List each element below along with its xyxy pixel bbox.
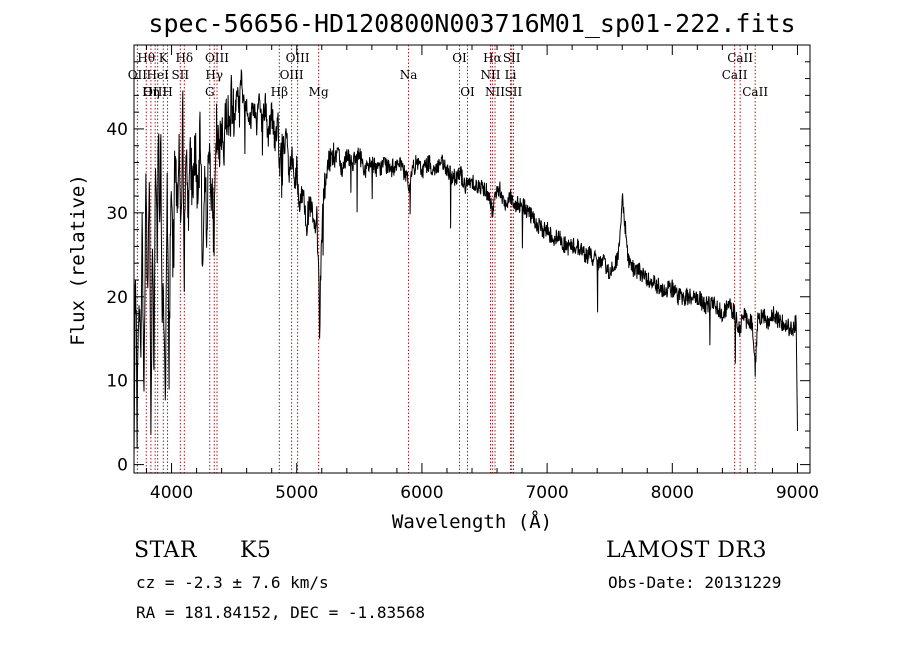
emission-line-label: CaII <box>727 51 753 65</box>
emission-line-label: NII <box>481 68 501 82</box>
y-axis-label: Flux (relative) <box>67 174 89 346</box>
emission-line-label: Na <box>400 68 418 82</box>
x-tick-label: 5000 <box>275 483 318 503</box>
emission-line-label: SII <box>171 68 189 82</box>
x-tick-label: 7000 <box>525 483 568 503</box>
survey-name: LAMOST DR3 <box>606 538 767 563</box>
emission-line-label: OIII <box>286 51 310 65</box>
emission-line-label: HeI <box>147 68 170 82</box>
emission-line-label: Hβ <box>271 85 288 99</box>
emission-line-label: H <box>162 85 172 99</box>
object-class: STAR <box>134 538 197 563</box>
redshift-text: cz = -2.3 ± 7.6 km/s <box>136 573 329 592</box>
emission-line-label: Hδ <box>175 51 193 65</box>
emission-line-label: Hη <box>142 85 160 99</box>
emission-line-label: Li <box>505 68 517 82</box>
emission-line-label: OII <box>128 68 148 82</box>
emission-line-label: SII <box>505 85 523 99</box>
y-tick-label: 30 <box>106 204 128 224</box>
emission-line-label: OI <box>460 85 475 99</box>
x-axis-label: Wavelength (Å) <box>392 510 552 533</box>
coordinates-text: RA = 181.84152, DEC = -1.83568 <box>136 603 425 622</box>
obs-date-text: Obs-Date: 20131229 <box>608 573 782 592</box>
emission-line-label: G <box>205 85 215 99</box>
emission-line-markers <box>136 45 756 473</box>
y-tick-label: 0 <box>117 456 128 476</box>
emission-line-label: SII <box>503 51 521 65</box>
emission-line-label: CaII <box>742 85 768 99</box>
x-tick-label: 6000 <box>400 483 443 503</box>
emission-line-label: OIII <box>143 85 167 99</box>
x-tick-label: 4000 <box>150 483 193 503</box>
emission-line-label: OIII <box>205 51 229 65</box>
axis-ticks <box>134 45 810 473</box>
y-tick-label: 10 <box>106 372 128 392</box>
emission-line-label: Mg <box>309 85 329 99</box>
x-tick-label: 8000 <box>651 483 694 503</box>
y-tick-label: 40 <box>106 120 128 140</box>
emission-line-label: Hα <box>483 51 502 65</box>
x-tick-label: 9000 <box>776 483 819 503</box>
emission-line-label: Hθ <box>137 51 155 65</box>
axis-tick-labels: 4000 5000 6000 7000 8000 9000 0 10 20 30 40 <box>106 120 819 503</box>
emission-line-label: OI <box>452 51 467 65</box>
emission-line-label: K <box>159 51 169 65</box>
y-tick-label: 20 <box>106 288 128 308</box>
emission-line-label: OIII <box>280 68 304 82</box>
chart-title: spec-56656-HD120800N003716M01_sp01-222.f… <box>148 9 795 38</box>
emission-line-label: Hγ <box>205 68 223 82</box>
object-subclass: K5 <box>240 538 272 563</box>
emission-line-label: CaII <box>722 68 748 82</box>
spectrum-series-line <box>133 69 798 459</box>
emission-line-label: NII <box>485 85 505 99</box>
